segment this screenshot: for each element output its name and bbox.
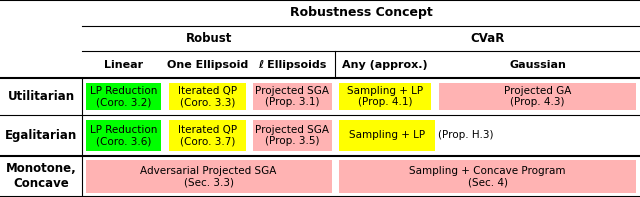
FancyBboxPatch shape	[86, 120, 161, 151]
Text: Projected GA
(Prop. 4.3): Projected GA (Prop. 4.3)	[504, 86, 572, 107]
Text: Iterated QP
(Coro. 3.3): Iterated QP (Coro. 3.3)	[178, 86, 237, 107]
Text: ℓ Ellipsoids: ℓ Ellipsoids	[259, 59, 326, 70]
Text: Sampling + LP
(Prop. 4.1): Sampling + LP (Prop. 4.1)	[348, 86, 423, 107]
FancyBboxPatch shape	[86, 160, 332, 193]
Text: Projected SGA
(Prop. 3.5): Projected SGA (Prop. 3.5)	[255, 125, 330, 146]
Text: Iterated QP
(Coro. 3.7): Iterated QP (Coro. 3.7)	[178, 125, 237, 146]
Text: LP Reduction
(Coro. 3.2): LP Reduction (Coro. 3.2)	[90, 86, 157, 107]
FancyBboxPatch shape	[339, 160, 636, 193]
Text: Linear: Linear	[104, 59, 143, 70]
FancyBboxPatch shape	[339, 120, 435, 151]
Text: Egalitarian: Egalitarian	[5, 129, 77, 142]
Text: Sampling + LP: Sampling + LP	[349, 130, 425, 140]
FancyBboxPatch shape	[339, 83, 431, 110]
Text: (Prop. H.3): (Prop. H.3)	[438, 130, 493, 140]
FancyBboxPatch shape	[439, 83, 636, 110]
Text: Robust: Robust	[186, 32, 232, 45]
Text: Projected SGA
(Prop. 3.1): Projected SGA (Prop. 3.1)	[255, 86, 330, 107]
FancyBboxPatch shape	[169, 120, 246, 151]
Text: Gaussian: Gaussian	[509, 59, 566, 70]
Text: LP Reduction
(Coro. 3.6): LP Reduction (Coro. 3.6)	[90, 125, 157, 146]
FancyBboxPatch shape	[253, 83, 332, 110]
FancyBboxPatch shape	[86, 83, 161, 110]
Text: Any (approx.): Any (approx.)	[342, 59, 428, 70]
Text: Adversarial Projected SGA
(Sec. 3.3): Adversarial Projected SGA (Sec. 3.3)	[140, 165, 277, 187]
FancyBboxPatch shape	[253, 120, 332, 151]
Text: Robustness Concept: Robustness Concept	[289, 6, 433, 19]
Text: Utilitarian: Utilitarian	[8, 90, 74, 103]
Text: CVaR: CVaR	[470, 32, 505, 45]
Text: Monotone,
Concave: Monotone, Concave	[6, 162, 76, 190]
Text: Sampling + Concave Program
(Sec. 4): Sampling + Concave Program (Sec. 4)	[410, 165, 566, 187]
Text: One Ellipsoid: One Ellipsoid	[167, 59, 248, 70]
FancyBboxPatch shape	[169, 83, 246, 110]
